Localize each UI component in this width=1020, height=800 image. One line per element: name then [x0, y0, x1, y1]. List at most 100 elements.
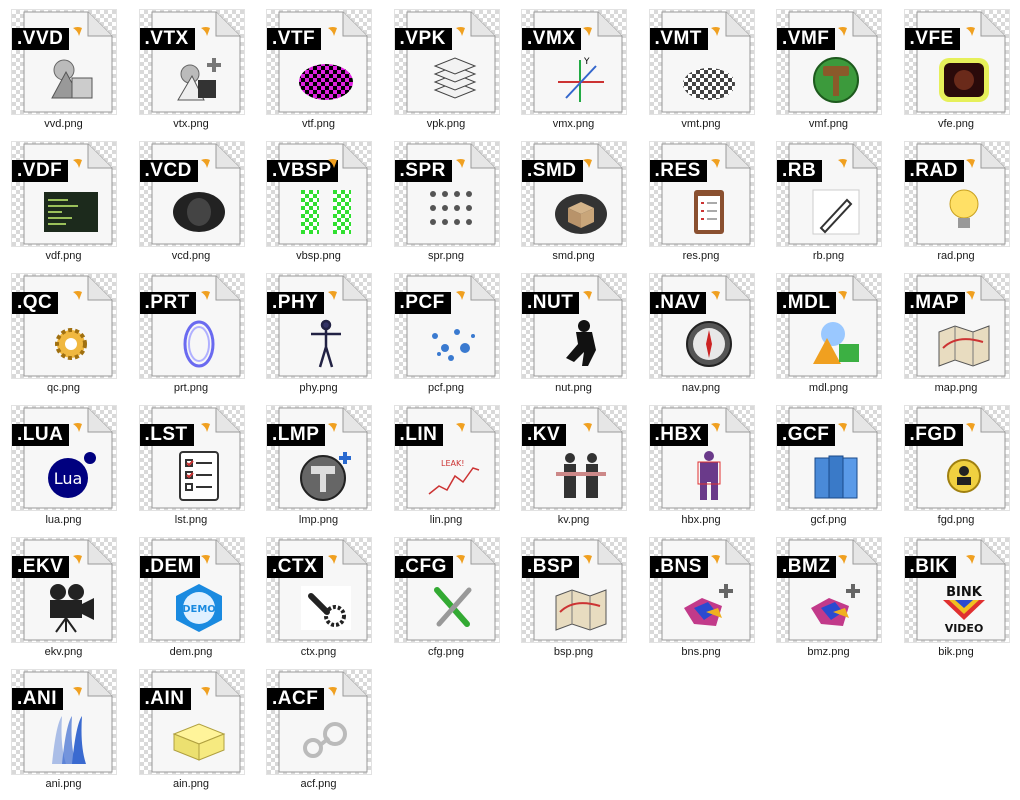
file-tile[interactable]: .LIN LEAK! lin.png	[383, 396, 510, 526]
file-tile[interactable]: .RB rb.png	[765, 132, 892, 262]
file-tile[interactable]: .SPR spr.png	[383, 132, 510, 262]
file-thumbnail: .NUT	[522, 274, 626, 378]
file-tile[interactable]: .MDL mdl.png	[765, 264, 892, 394]
file-name-label[interactable]: lst.png	[174, 514, 208, 526]
file-name-label[interactable]: vtf.png	[301, 118, 336, 130]
file-thumbnail: .DEM DEMO	[139, 538, 244, 642]
file-name-label[interactable]: lmp.png	[298, 514, 339, 526]
file-name-label[interactable]: prt.png	[173, 382, 209, 394]
file-tile[interactable]: .PCF pcf.png	[383, 264, 510, 394]
file-tile[interactable]: .BIK BINK VIDEO bik.png	[893, 528, 1020, 658]
file-tile[interactable]: .EKV ekv.png	[0, 528, 127, 658]
file-tile[interactable]: .NUT nut.png	[510, 264, 637, 394]
file-name-label[interactable]: qc.png	[46, 382, 81, 394]
file-name-label[interactable]: bsp.png	[553, 646, 594, 658]
file-name-label[interactable]: fgd.png	[937, 514, 975, 526]
file-tile[interactable]: .PRT prt.png	[128, 264, 255, 394]
source-engine-logo-icon	[965, 552, 976, 564]
file-tile[interactable]: .HBX hbx.png	[638, 396, 765, 526]
file-tile[interactable]: .BMZ bmz.png	[765, 528, 892, 658]
file-name-label[interactable]: bik.png	[938, 646, 974, 658]
file-name-label[interactable]: vpk.png	[426, 118, 466, 130]
file-name-label[interactable]: pcf.png	[427, 382, 465, 394]
file-name-label[interactable]: res.png	[682, 250, 720, 262]
file-tile[interactable]: .LUA Lua lua.png	[0, 396, 127, 526]
file-tile[interactable]: .DEM DEMO dem.png	[128, 528, 255, 658]
file-name-label[interactable]: vmt.png	[681, 118, 721, 130]
file-tile[interactable]: .CTX ctx.png	[255, 528, 382, 658]
file-name-label[interactable]: vvd.png	[44, 118, 83, 130]
file-tile[interactable]: .VBSP vbsp.png	[255, 132, 382, 262]
file-tile[interactable]: .CFG cfg.png	[383, 528, 510, 658]
file-tile[interactable]: .VVD vvd.png	[0, 0, 127, 130]
file-name-label[interactable]: vfe.png	[937, 118, 975, 130]
gear-icon	[42, 318, 100, 370]
source-engine-logo-icon	[200, 24, 211, 36]
file-name-label[interactable]: dem.png	[169, 646, 213, 658]
file-tile[interactable]: .PHY phy.png	[255, 264, 382, 394]
file-name-label[interactable]: vcd.png	[171, 250, 211, 262]
file-tile[interactable]: .FGD fgd.png	[893, 396, 1020, 526]
file-tile[interactable]: .MAP map.png	[893, 264, 1020, 394]
file-name-label[interactable]: lua.png	[45, 514, 82, 526]
file-name-label[interactable]: rad.png	[937, 250, 975, 262]
file-tile[interactable]: .LST lst.png	[128, 396, 255, 526]
file-name-label[interactable]: vdf.png	[45, 250, 82, 262]
file-name-label[interactable]: rb.png	[812, 250, 845, 262]
file-name-label[interactable]: vmx.png	[552, 118, 595, 130]
stack-icon	[425, 54, 483, 106]
file-thumbnail: .BMZ	[777, 538, 881, 642]
file-name-label[interactable]: ekv.png	[44, 646, 83, 658]
source-engine-logo-icon	[200, 156, 211, 168]
file-name-label[interactable]: kv.png	[557, 514, 590, 526]
source-engine-logo-icon	[327, 684, 338, 696]
file-name-label[interactable]: map.png	[934, 382, 978, 394]
file-name-label[interactable]: nut.png	[555, 382, 592, 394]
file-name-label[interactable]: smd.png	[552, 250, 595, 262]
file-name-label[interactable]: vtx.png	[173, 118, 209, 130]
file-tile[interactable]: .BNS bns.png	[638, 528, 765, 658]
file-tile[interactable]: .VMF vmf.png	[765, 0, 892, 130]
file-tile[interactable]: .ANI ani.png	[0, 660, 127, 790]
file-tile[interactable]: .ACF acf.png	[255, 660, 382, 790]
file-tile[interactable]: .SMD smd.png	[510, 132, 637, 262]
file-name-label[interactable]: vbsp.png	[296, 250, 341, 262]
file-tile[interactable]: .VMT vmt.png	[638, 0, 765, 130]
source-engine-logo-icon	[710, 288, 721, 300]
file-name-label[interactable]: spr.png	[427, 250, 465, 262]
file-tile[interactable]: .VTF vtf.png	[255, 0, 382, 130]
file-name-label[interactable]: hbx.png	[681, 514, 721, 526]
file-thumbnail: .HBX	[649, 406, 754, 510]
file-name-label[interactable]: nav.png	[681, 382, 721, 394]
file-tile[interactable]: .NAV nav.png	[638, 264, 765, 394]
file-name-label[interactable]: vmf.png	[808, 118, 849, 130]
file-tile[interactable]: .VDF vdf.png	[0, 132, 127, 262]
file-name-label[interactable]: ctx.png	[300, 646, 337, 658]
file-tile[interactable]: .RES res.png	[638, 132, 765, 262]
file-name-label[interactable]: bns.png	[681, 646, 721, 658]
file-tile[interactable]: .KV kv.png	[510, 396, 637, 526]
file-name-label[interactable]: acf.png	[300, 778, 337, 790]
file-name-label[interactable]: phy.png	[299, 382, 338, 394]
file-tile[interactable]: .GCF gcf.png	[765, 396, 892, 526]
file-tile[interactable]: .QC qc.png	[0, 264, 127, 394]
file-tile[interactable]: .AIN ain.png	[128, 660, 255, 790]
file-tile[interactable]: .BSP bsp.png	[510, 528, 637, 658]
file-name-label[interactable]: bmz.png	[807, 646, 850, 658]
file-tile[interactable]: .LMP lmp.png	[255, 396, 382, 526]
file-name-label[interactable]: cfg.png	[427, 646, 465, 658]
file-name-label[interactable]: ani.png	[45, 778, 82, 790]
file-tile[interactable]: .VFE vfe.png	[893, 0, 1020, 130]
file-name-label[interactable]: mdl.png	[808, 382, 849, 394]
file-name-label[interactable]: lin.png	[429, 514, 463, 526]
file-extension-label: .VTX	[139, 28, 195, 50]
file-name-label[interactable]: ain.png	[172, 778, 210, 790]
file-tile[interactable]: .RAD rad.png	[893, 132, 1020, 262]
bulb-icon	[935, 186, 993, 238]
file-tile[interactable]: .VTX vtx.png	[128, 0, 255, 130]
file-tile[interactable]: .VPK vpk.png	[383, 0, 510, 130]
file-extension-label: .LST	[139, 424, 194, 446]
file-tile[interactable]: .VCD vcd.png	[128, 132, 255, 262]
file-name-label[interactable]: gcf.png	[810, 514, 847, 526]
